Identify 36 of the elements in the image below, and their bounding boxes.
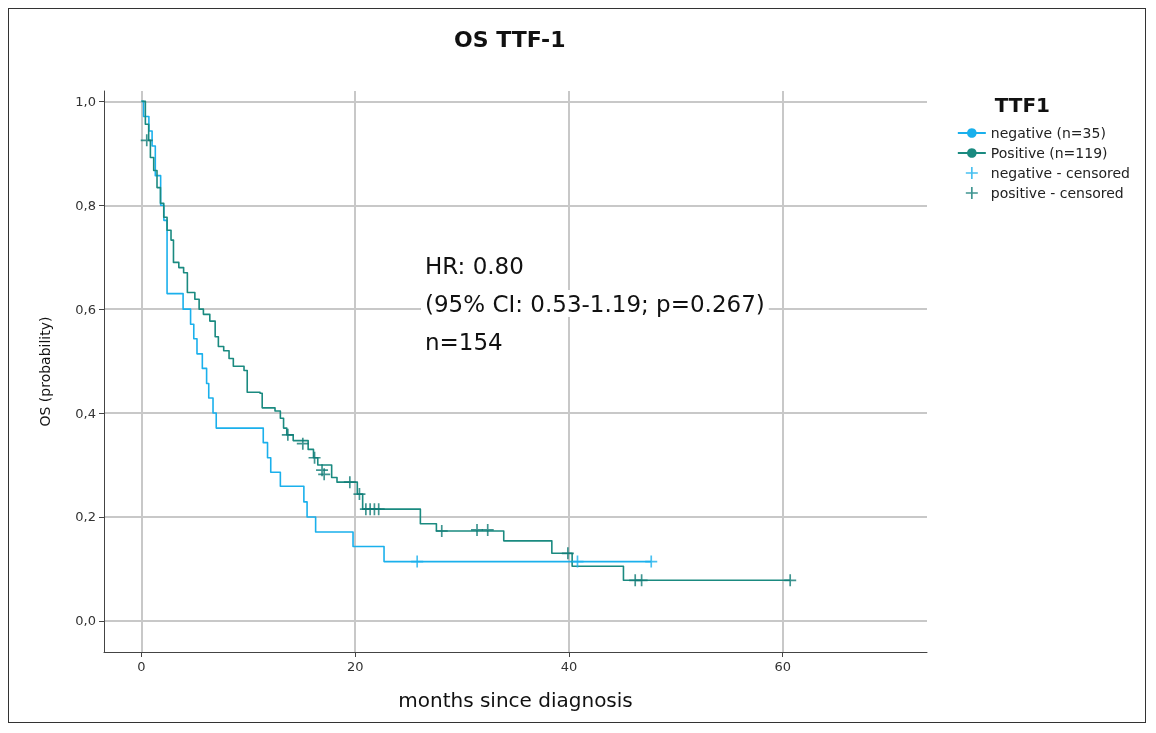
point (784, 574, 797, 587)
x-tick-label: 20 (346, 659, 364, 674)
point (318, 468, 331, 481)
point (471, 523, 484, 536)
point (281, 428, 294, 441)
y-tick-label: 0,0 (75, 613, 96, 629)
point (296, 437, 309, 450)
point (140, 134, 153, 147)
point (635, 574, 648, 587)
x-tick-label: 40 (560, 659, 578, 674)
annotation: HR: 0.80 (425, 252, 524, 279)
point (481, 523, 494, 536)
point (435, 524, 448, 537)
y-tick-label: 0,4 (75, 405, 96, 421)
point (645, 555, 658, 568)
legend-label: Positive (n=119) (990, 145, 1108, 161)
point (561, 547, 574, 560)
legend-label: negative - censored (990, 165, 1131, 181)
legend-label: positive - censored (990, 185, 1124, 201)
annotation: n=154 (425, 328, 503, 355)
y-tick-label: 0,6 (75, 301, 96, 317)
x-tick-label: 60 (774, 659, 791, 674)
point (343, 476, 356, 489)
x-tick-label: 0 (137, 659, 146, 674)
point (411, 555, 424, 568)
legend-label: negative (n=35) (990, 125, 1106, 141)
y-axis-title: OS (probability) (37, 316, 53, 427)
legend-title: TTF1 (994, 93, 1051, 117)
annotation: (95% CI: 0.53-1.19; p=0.267) (425, 290, 765, 317)
y-tick-label: 1,0 (75, 93, 96, 109)
chart-title: OS TTF-1 (454, 26, 566, 52)
point (353, 488, 366, 501)
point (308, 451, 321, 464)
y-tick-label: 0,2 (75, 509, 96, 525)
x-axis-title: months since diagnosis (398, 688, 633, 712)
y-tick-label: 0,8 (75, 197, 96, 213)
